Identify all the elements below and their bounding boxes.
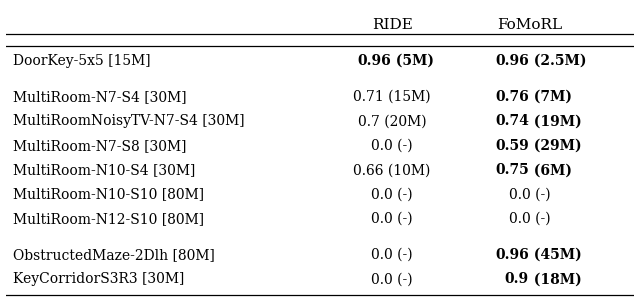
Text: 0.66 (10M): 0.66 (10M) (353, 163, 431, 177)
Text: KeyCorridorS3R3 [30M]: KeyCorridorS3R3 [30M] (13, 272, 184, 286)
Text: 0.0 (-): 0.0 (-) (371, 248, 413, 262)
Text: FoMoRL: FoMoRL (497, 18, 563, 33)
Text: (2.5M): (2.5M) (529, 54, 586, 68)
Text: (5M): (5M) (391, 54, 434, 68)
Text: 0.7 (20M): 0.7 (20M) (358, 114, 426, 128)
Text: 0.0 (-): 0.0 (-) (371, 212, 413, 226)
Text: 0.0 (-): 0.0 (-) (371, 188, 413, 202)
Text: (19M): (19M) (529, 114, 582, 128)
Text: MultiRoom-N12-S10 [80M]: MultiRoom-N12-S10 [80M] (13, 212, 204, 226)
Text: 0.74: 0.74 (495, 114, 529, 128)
Text: 0.71 (15M): 0.71 (15M) (353, 90, 431, 104)
Text: 0.0 (-): 0.0 (-) (509, 212, 551, 226)
Text: MultiRoom-N7-S4 [30M]: MultiRoom-N7-S4 [30M] (13, 90, 186, 104)
Text: MultiRoomNoisyTV-N7-S4 [30M]: MultiRoomNoisyTV-N7-S4 [30M] (13, 114, 244, 128)
Text: DoorKey-5x5 [15M]: DoorKey-5x5 [15M] (13, 54, 150, 68)
Text: (45M): (45M) (529, 248, 582, 262)
Text: 0.75: 0.75 (495, 163, 529, 177)
Text: (29M): (29M) (529, 139, 582, 153)
Text: 0.0 (-): 0.0 (-) (371, 139, 413, 153)
Text: ObstructedMaze-2Dlh [80M]: ObstructedMaze-2Dlh [80M] (13, 248, 214, 262)
Text: 0.59: 0.59 (495, 139, 529, 153)
Text: MultiRoom-N10-S4 [30M]: MultiRoom-N10-S4 [30M] (13, 163, 195, 177)
Text: RIDE: RIDE (372, 18, 413, 33)
Text: (6M): (6M) (529, 163, 572, 177)
Text: MultiRoom-N10-S10 [80M]: MultiRoom-N10-S10 [80M] (13, 188, 204, 202)
Text: 0.0 (-): 0.0 (-) (509, 188, 551, 202)
Text: (18M): (18M) (529, 272, 582, 286)
Text: 0.76: 0.76 (495, 90, 529, 104)
Text: 0.96: 0.96 (357, 54, 391, 68)
Text: 0.96: 0.96 (495, 248, 529, 262)
Text: (7M): (7M) (529, 90, 572, 104)
Text: MultiRoom-N7-S8 [30M]: MultiRoom-N7-S8 [30M] (13, 139, 186, 153)
Text: 0.96: 0.96 (495, 54, 529, 68)
Text: 0.0 (-): 0.0 (-) (371, 272, 413, 286)
Text: 0.9: 0.9 (505, 272, 529, 286)
